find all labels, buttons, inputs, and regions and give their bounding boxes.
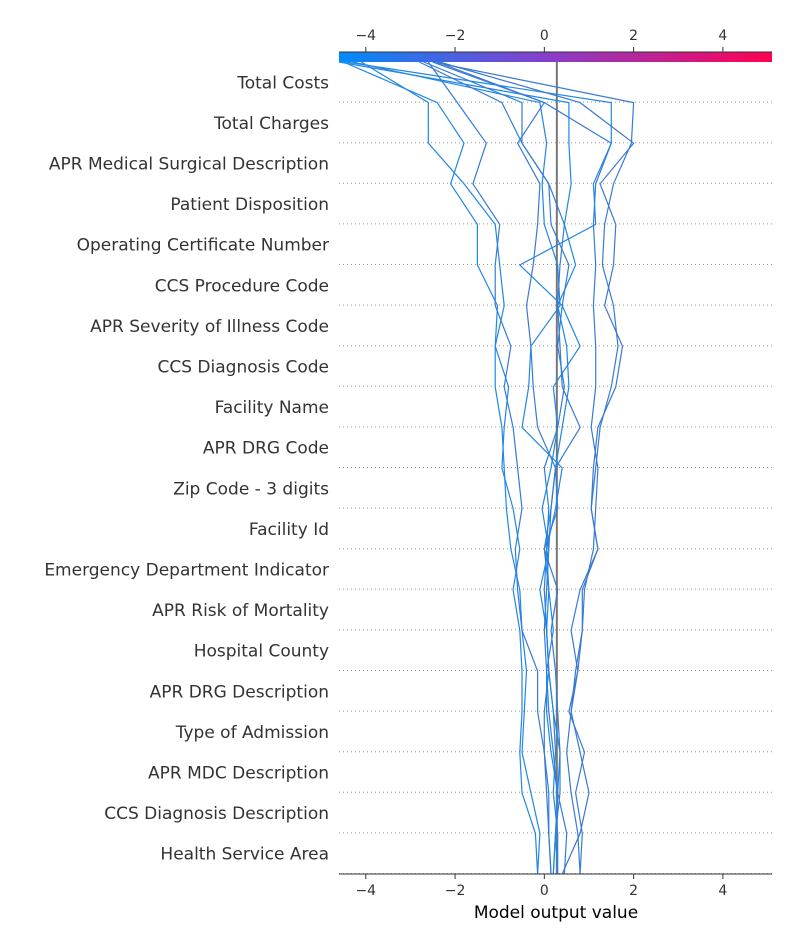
bottom-tick-label: 0 xyxy=(540,883,549,899)
feature-label: Hospital County xyxy=(194,642,329,662)
feature-label: Health Service Area xyxy=(160,845,329,865)
bottom-tick-label: 2 xyxy=(629,883,638,899)
top-tick-label: −4 xyxy=(355,28,376,44)
feature-label: APR Risk of Mortality xyxy=(152,601,329,621)
decision-line xyxy=(439,61,635,875)
x-axis: −4 −2 0 2 4 xyxy=(339,873,772,899)
decision-line xyxy=(427,61,552,875)
decision-line xyxy=(345,61,612,874)
top-tick-label: 0 xyxy=(540,28,549,44)
feature-label: APR Medical Surgical Description xyxy=(49,155,329,175)
decision-line xyxy=(432,61,635,875)
feature-label: Zip Code - 3 digits xyxy=(173,479,329,499)
feature-label: CCS Procedure Code xyxy=(155,276,329,296)
feature-label: Facility Name xyxy=(215,398,329,418)
decision-line xyxy=(423,61,581,875)
feature-label: Patient Disposition xyxy=(170,195,329,215)
bottom-tick-label: −4 xyxy=(355,883,376,899)
feature-label: APR DRG Description xyxy=(150,682,329,702)
bottom-tick-label: −2 xyxy=(445,883,466,899)
feature-label: Facility Id xyxy=(249,520,329,540)
feature-label: Type of Admission xyxy=(175,723,329,743)
top-tick-label: 4 xyxy=(718,28,727,44)
decision-line xyxy=(419,61,570,875)
top-tick-label: 2 xyxy=(629,28,638,44)
colorbar: −4 −2 0 2 4 xyxy=(339,28,772,62)
top-tick-label: −2 xyxy=(445,28,466,44)
feature-label: Total Costs xyxy=(236,73,329,93)
feature-label: APR DRG Code xyxy=(203,439,329,459)
feature-label: Emergency Department Indicator xyxy=(44,561,329,581)
feature-label: CCS Diagnosis Description xyxy=(104,804,329,824)
feature-label: APR Severity of Illness Code xyxy=(90,317,329,337)
decision-line xyxy=(352,61,563,875)
x-axis-label: Model output value xyxy=(474,903,638,923)
bottom-tick-label: 4 xyxy=(718,883,727,899)
feature-labels: Total Costs Total Charges APR Medical Surg… xyxy=(44,73,329,864)
feature-label: APR MDC Description xyxy=(148,764,329,784)
feature-label: Total Charges xyxy=(213,114,329,134)
decision-line xyxy=(360,61,539,875)
decision-line xyxy=(343,61,541,875)
feature-label: Operating Certificate Number xyxy=(77,236,329,256)
colorbar-gradient xyxy=(339,52,772,62)
decision-lines xyxy=(338,61,635,875)
decision-line xyxy=(432,61,613,875)
feature-label: CCS Diagnosis Code xyxy=(158,358,330,378)
